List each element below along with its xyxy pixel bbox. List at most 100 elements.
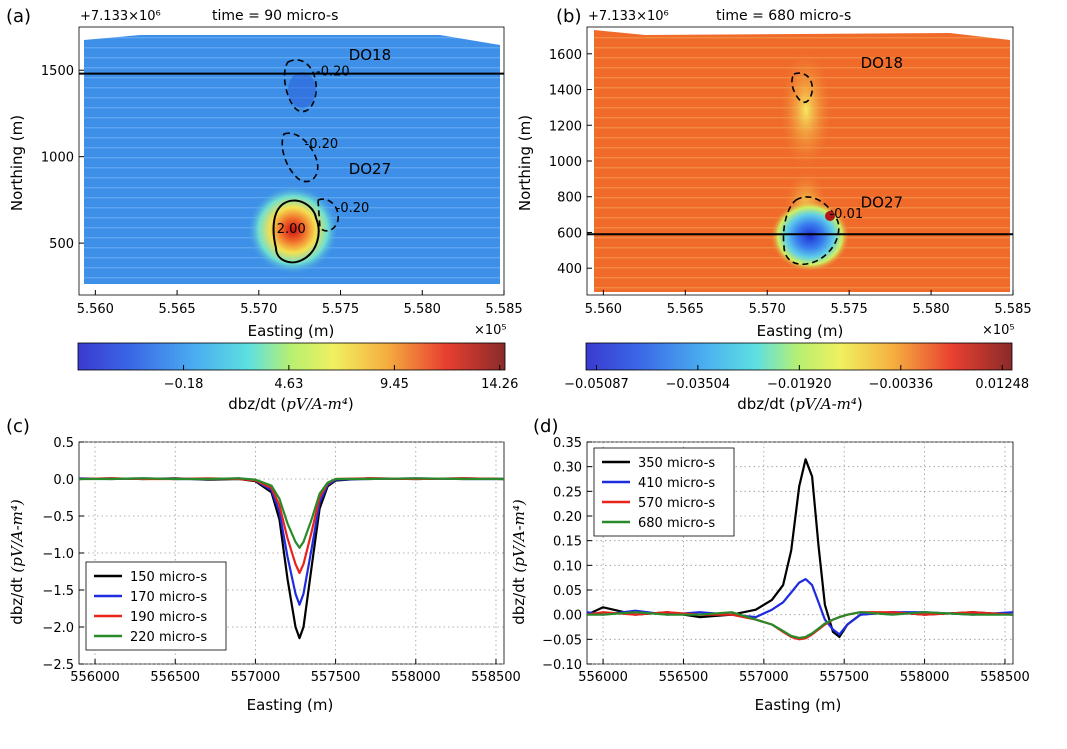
colorbar-b-unit: pV/A-m⁴ (795, 395, 857, 413)
chart-c-ylabel-text: dbz/dt (8, 577, 26, 624)
x-tick-label: 557000 (739, 670, 789, 685)
map-b-xlabel: Easting (m) (757, 322, 844, 340)
y-tick-label: −1.5 (42, 584, 74, 599)
x-tick-label: 5.575 (831, 302, 868, 317)
legend-entry: 680 micro-s (638, 516, 715, 531)
series-line (79, 477, 504, 549)
map-a-plot: DO18 DO27 -0.20 -0.20 -0.20 2.00 (78, 26, 505, 296)
panel-c: (c) dbz/dt (pV/A-m⁴) 556000 556500 557000 5… (6, 416, 521, 714)
x-tick-label: 5.570 (749, 302, 786, 317)
y-tick-label: 500 (49, 237, 74, 252)
legend-entry: 410 micro-s (638, 476, 715, 491)
x-tick-label: 556000 (70, 670, 120, 685)
y-tick-label: 0.10 (553, 559, 582, 574)
legend-entry: 190 micro-s (130, 610, 207, 625)
colorbar-tick-label: 9.45 (380, 377, 409, 392)
y-tick-label: 1000 (549, 155, 582, 170)
panel-a-offset: +7.133×10⁶ (80, 9, 161, 24)
map-b-axes: 5.560 5.565 5.570 5.575 5.580 5.585 400 600 800 1… (549, 48, 1032, 317)
y-tick-label: 0.5 (53, 436, 74, 451)
y-tick-label: 0.05 (553, 584, 582, 599)
x-tick-label: 558000 (391, 670, 441, 685)
x-tick-label: 5.565 (667, 302, 704, 317)
map-b-annotations: DO18 DO27-0.01 (829, 54, 903, 222)
map-a-ylabel: Northing (m) (8, 115, 26, 211)
chart-c-ylabel: dbz/dt (pV/A-m⁴) (8, 499, 26, 625)
y-tick-label: 400 (557, 262, 582, 277)
well-label: DO27 (861, 193, 903, 211)
legend-entry: 350 micro-s (638, 456, 715, 471)
x-tick-label: 557500 (819, 670, 869, 685)
panel-a-label: (a) (6, 6, 31, 27)
colorbar-tick-label: 0.01248 (975, 377, 1029, 392)
chart-d-xlabel: Easting (m) (755, 696, 842, 714)
chart-c-xlabel: Easting (m) (247, 696, 334, 714)
chart-d-ylabel-text: dbz/dt (510, 577, 528, 624)
chart-d-ylabel: dbz/dt (pV/A-m⁴) (510, 499, 528, 625)
y-tick-label: 1500 (41, 64, 74, 79)
contour-label: -0.20 (336, 201, 370, 216)
y-tick-label: −2.0 (42, 621, 74, 636)
x-tick-label: 5.565 (158, 302, 195, 317)
y-tick-label: 0.30 (553, 461, 582, 476)
x-tick-label: 556500 (150, 670, 200, 685)
panel-a: (a) +7.133×10⁶ time = 90 micro-s DO18 DO2… (6, 6, 523, 413)
chart-c: 556000 556500 557000 557500 558000 558500 −2.5… (42, 436, 520, 685)
y-tick-label: 1200 (549, 119, 582, 134)
y-tick-label: −0.5 (42, 510, 74, 525)
panel-a-title: time = 90 micro-s (212, 8, 338, 24)
colorbar-a-unit: pV/A-m⁴ (286, 395, 348, 413)
colorbar-tick-label: −0.00336 (868, 377, 933, 392)
x-tick-label: 5.580 (912, 302, 949, 317)
well-label: DO18 (349, 46, 391, 64)
map-a-field (84, 35, 500, 284)
y-tick-label: 0.00 (553, 609, 582, 624)
map-a-contour-2 (272, 199, 320, 264)
y-tick-label: −1.0 (42, 547, 74, 562)
map-a-axes: 5.560 5.565 5.570 5.575 5.580 5.585 500 1000 150… (41, 64, 523, 317)
y-tick-label: 0.25 (553, 485, 582, 500)
y-tick-label: 1400 (549, 84, 582, 99)
chart-d-yunit: (pV/A-m⁴) (510, 499, 528, 572)
y-tick-label: 0.0 (53, 473, 74, 488)
x-tick-label: 5.575 (322, 302, 359, 317)
x-tick-label: 556000 (578, 670, 628, 685)
map-b-ylabel: Northing (m) (516, 115, 534, 211)
colorbar-a-label: dbz/dt (pV/A-m⁴) (228, 395, 354, 413)
contour-label: -0.20 (316, 64, 350, 79)
y-tick-label: 600 (557, 226, 582, 241)
x-tick-label: 557000 (231, 670, 281, 685)
map-a-xlabel: Easting (m) (248, 322, 335, 340)
contour-label: 2.00 (277, 222, 306, 237)
y-tick-label: 800 (557, 191, 582, 206)
map-b-hotspot (825, 211, 835, 221)
legend-entry: 570 micro-s (638, 496, 715, 511)
x-tick-label: 558500 (471, 670, 521, 685)
legend-entry: 150 micro-s (130, 570, 207, 585)
x-tick-label: 5.560 (77, 302, 114, 317)
map-b-yellow-band (780, 50, 832, 170)
colorbar-tick-label: −0.01920 (767, 377, 832, 392)
colorbar-a-ticks: −0.18 4.63 9.45 14.26 (164, 365, 518, 392)
colorbar-tick-label: 4.63 (274, 377, 303, 392)
map-a-contour-neg-1 (317, 198, 339, 232)
y-tick-label: −2.5 (42, 658, 74, 673)
map-a-contour-neg-2 (283, 59, 317, 113)
x-tick-label: 558000 (900, 670, 950, 685)
panel-d-label: (d) (533, 416, 558, 437)
legend: 350 micro-s 410 micro-s 570 micro-s 680 mic… (593, 447, 735, 537)
colorbar-a-label-text: dbz/dt (228, 395, 275, 413)
panel-b: (b) +7.133×10⁶ time = 680 micro-s DO18DO… (516, 6, 1032, 413)
legend-entry: 220 micro-s (130, 630, 207, 645)
colorbar-a (77, 342, 506, 371)
colorbar-b-label: dbz/dt (pV/A-m⁴) (737, 395, 863, 413)
map-a-do18-low (288, 72, 316, 108)
colorbar-b-label-text: dbz/dt (737, 395, 784, 413)
colorbar-tick-label: −0.05087 (564, 377, 629, 392)
panel-b-label: (b) (556, 6, 581, 27)
y-tick-label: 0.20 (553, 510, 582, 525)
map-a-annotations: DO18 DO27 -0.20 -0.20 -0.20 2.00 (277, 46, 391, 237)
panel-c-label: (c) (6, 416, 30, 437)
well-label: DO18 (861, 54, 903, 72)
